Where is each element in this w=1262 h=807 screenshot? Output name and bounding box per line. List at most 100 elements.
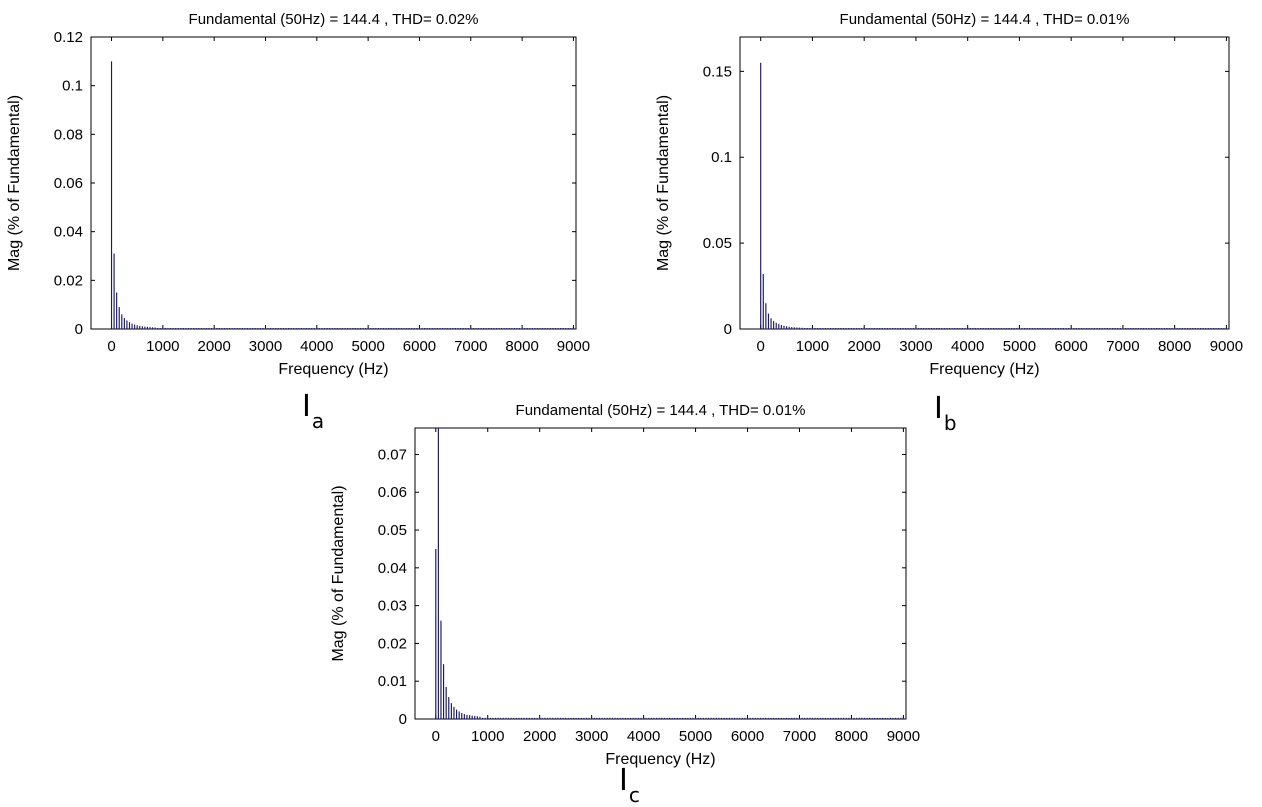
bar bbox=[676, 717, 678, 719]
bar bbox=[977, 328, 979, 329]
bar bbox=[780, 717, 782, 719]
bar bbox=[1150, 328, 1152, 329]
bar bbox=[1218, 328, 1220, 329]
bar bbox=[259, 328, 261, 329]
bar bbox=[336, 328, 338, 329]
bar bbox=[785, 717, 788, 719]
bar bbox=[767, 717, 769, 719]
bar bbox=[280, 328, 282, 329]
bar bbox=[461, 712, 463, 719]
bar bbox=[858, 328, 860, 329]
bar bbox=[814, 717, 816, 719]
bar bbox=[819, 717, 821, 719]
bar bbox=[208, 328, 210, 329]
bar bbox=[1003, 328, 1005, 329]
bar bbox=[923, 328, 925, 329]
chart-title: Fundamental (50Hz) = 144.4 , THD= 0.01% bbox=[516, 402, 806, 419]
bar bbox=[855, 328, 858, 329]
bar bbox=[895, 717, 897, 719]
x-tick-label: 0 bbox=[107, 338, 115, 355]
bar-series bbox=[110, 61, 577, 329]
bar bbox=[572, 717, 575, 719]
bar bbox=[663, 717, 665, 719]
bar bbox=[395, 328, 397, 329]
bar bbox=[619, 717, 621, 719]
bar bbox=[511, 328, 513, 329]
y-tick-label: 0.03 bbox=[378, 598, 407, 615]
bar bbox=[1070, 328, 1072, 329]
plot-frame bbox=[90, 36, 577, 330]
bar bbox=[1215, 328, 1217, 329]
bar bbox=[442, 664, 445, 719]
bar bbox=[684, 717, 686, 719]
bar bbox=[506, 328, 508, 329]
bar bbox=[811, 717, 814, 719]
bar bbox=[476, 716, 478, 719]
bar bbox=[444, 328, 446, 329]
bar bbox=[635, 717, 637, 719]
x-tick-label: 6000 bbox=[403, 338, 436, 355]
bar bbox=[110, 61, 113, 329]
bar bbox=[992, 328, 995, 329]
bar bbox=[622, 717, 624, 719]
bar bbox=[487, 717, 489, 719]
x-tick-label: 2000 bbox=[197, 338, 230, 355]
bar bbox=[814, 328, 816, 329]
bar bbox=[318, 328, 320, 329]
x-tick-label: 9000 bbox=[1210, 338, 1243, 355]
bar bbox=[591, 717, 593, 719]
bar bbox=[765, 303, 767, 329]
bar bbox=[956, 328, 958, 329]
bar bbox=[453, 706, 455, 719]
bar bbox=[726, 717, 728, 719]
bar bbox=[1080, 328, 1083, 329]
caption-main: I bbox=[302, 389, 311, 424]
bar bbox=[946, 328, 948, 329]
bar bbox=[798, 327, 801, 329]
bar bbox=[762, 274, 764, 329]
bar bbox=[323, 328, 326, 329]
bar bbox=[762, 717, 764, 719]
bar bbox=[645, 717, 647, 719]
bar bbox=[905, 717, 907, 719]
x-tick-label: 6000 bbox=[731, 728, 764, 745]
bar bbox=[249, 328, 251, 329]
y-tick-label: 0.08 bbox=[54, 126, 83, 143]
bar bbox=[180, 328, 182, 329]
bar bbox=[943, 328, 945, 329]
bar bbox=[152, 327, 154, 329]
caption-main: I bbox=[619, 763, 628, 798]
bar bbox=[666, 717, 668, 719]
x-tick-label: 4000 bbox=[627, 728, 660, 745]
bar bbox=[1179, 328, 1181, 329]
bar bbox=[352, 328, 354, 329]
bar bbox=[334, 328, 336, 329]
bar bbox=[811, 328, 814, 329]
bar bbox=[656, 717, 658, 719]
bar bbox=[796, 327, 798, 329]
plot-frame bbox=[414, 427, 907, 720]
bar bbox=[793, 327, 795, 329]
bar bbox=[874, 717, 876, 719]
bar bbox=[910, 328, 912, 329]
bar bbox=[1122, 328, 1124, 329]
bar bbox=[881, 328, 883, 329]
chart-panel-0: Fundamental (50Hz) = 144.4 , THD= 0.02% 0… bbox=[6, 11, 590, 378]
bar bbox=[775, 717, 777, 719]
bar bbox=[134, 324, 136, 329]
bar bbox=[390, 328, 392, 329]
bar bbox=[1093, 328, 1096, 329]
bar bbox=[1091, 328, 1093, 329]
bar bbox=[468, 715, 471, 719]
bar bbox=[884, 717, 886, 719]
bar bbox=[1000, 328, 1002, 329]
bar bbox=[169, 328, 172, 329]
bar bbox=[185, 328, 187, 329]
bar bbox=[972, 328, 974, 329]
bar bbox=[1086, 328, 1088, 329]
bar bbox=[536, 717, 538, 719]
chart-panel-1: Fundamental (50Hz) = 144.4 , THD= 0.01% 0… bbox=[655, 11, 1243, 378]
bar bbox=[835, 717, 837, 719]
bar bbox=[293, 328, 295, 329]
bar bbox=[529, 328, 531, 329]
